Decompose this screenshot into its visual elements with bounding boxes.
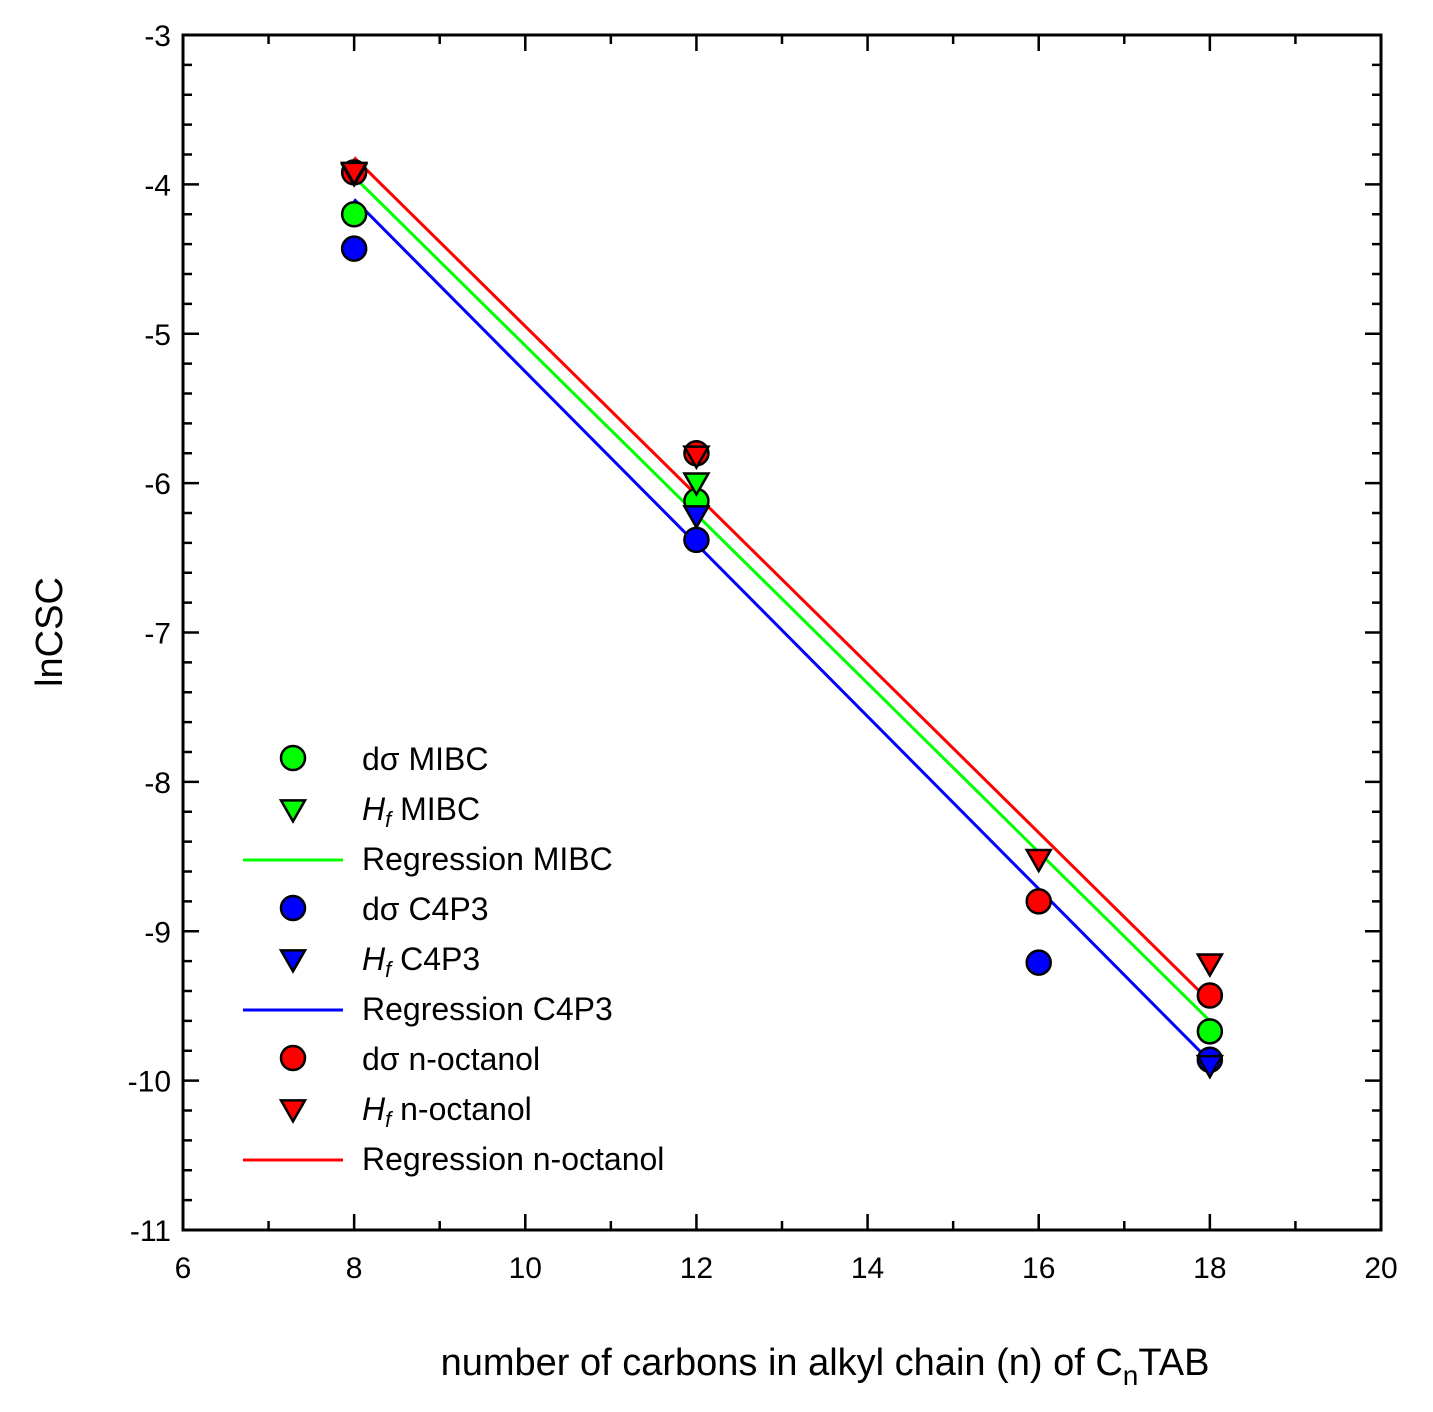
- data-markers: [339, 159, 1225, 1080]
- x-axis-title-suffix: TAB: [1138, 1342, 1209, 1384]
- y-tick-label: -10: [128, 1066, 171, 1099]
- y-tick-label: -3: [144, 20, 171, 53]
- data-point-circle: [683, 526, 710, 554]
- legend-label-italic: H: [362, 1091, 386, 1127]
- data-point-triangle: [1195, 1054, 1225, 1080]
- x-tick-label: 6: [175, 1252, 192, 1285]
- regression-line: [353, 175, 1211, 1022]
- data-point-circle: [1025, 888, 1052, 915]
- regression-line: [353, 198, 1211, 1063]
- legend-label: Hf n-octanol: [362, 1091, 532, 1132]
- legend-label-subscript: f: [385, 957, 394, 982]
- data-point-circle: [1025, 949, 1052, 976]
- regression-line: [353, 156, 1211, 1003]
- legend-marker-triangle: [278, 799, 308, 824]
- y-tick-label: -11: [130, 1215, 171, 1248]
- legend-marker-triangle: [278, 1099, 308, 1124]
- legend-marker-circle: [279, 744, 307, 772]
- legend-label: dσ n-octanol: [362, 1041, 540, 1077]
- data-point-circle: [340, 201, 368, 228]
- legend-label-subscript: f: [385, 1107, 394, 1132]
- x-axis-title-subscript: n: [1123, 1360, 1139, 1391]
- y-tick-label: -8: [144, 767, 171, 800]
- legend-label-rest: MIBC: [391, 791, 480, 827]
- legend-label-subscript: f: [385, 807, 394, 832]
- legend-label: Regression MIBC: [362, 841, 613, 877]
- data-point-circle: [1196, 982, 1224, 1009]
- data-point-circle: [340, 235, 368, 262]
- legend-label: Hf C4P3: [362, 941, 480, 982]
- data-point-triangle: [339, 161, 369, 187]
- y-axis-title: lnCSC: [29, 577, 71, 687]
- x-tick-label: 18: [1193, 1252, 1226, 1285]
- legend-label: Regression n-octanol: [362, 1141, 664, 1177]
- data-point-triangle: [1195, 953, 1225, 979]
- x-tick-label: 8: [346, 1252, 363, 1285]
- y-tick-label: -4: [144, 169, 171, 202]
- x-tick-label: 20: [1364, 1252, 1397, 1285]
- legend-label-rest: n-octanol: [391, 1091, 532, 1127]
- legend-label: dσ MIBC: [362, 741, 488, 777]
- legend-marker-circle: [279, 894, 307, 922]
- legend-label-italic: H: [362, 941, 386, 977]
- x-axis-title: number of carbons in alkyl chain (n) of …: [441, 1342, 1210, 1391]
- data-point-triangle: [682, 445, 711, 471]
- legend-label: Hf MIBC: [362, 791, 480, 832]
- data-point-triangle: [1024, 848, 1053, 874]
- regression-lines: [353, 156, 1211, 1063]
- legend-marker-circle: [279, 1044, 307, 1072]
- y-tick-label: -5: [144, 319, 171, 352]
- x-tick-label: 14: [851, 1252, 884, 1285]
- data-point-circle: [1196, 1018, 1224, 1045]
- data-point-triangle: [682, 472, 711, 498]
- legend-label: dσ C4P3: [362, 891, 488, 927]
- legend: dσ MIBC Hf MIBC Regression MIBC dσ C4P3 Hf C…: [243, 741, 664, 1177]
- x-tick-label: 10: [509, 1252, 542, 1285]
- legend-label: Regression C4P3: [362, 991, 613, 1027]
- legend-marker-triangle: [278, 949, 308, 974]
- x-axis-title-prefix: number of carbons in alkyl chain (n) of …: [441, 1342, 1123, 1384]
- y-tick-label: -9: [144, 916, 171, 949]
- ticks: 6 8 10 12 14 16 18 20 -3 -4 -5 -6 -7 -8 -9 -10 -11: [128, 20, 1398, 1285]
- legend-label-italic: H: [362, 791, 386, 827]
- y-tick-label: -6: [144, 468, 171, 501]
- x-tick-label: 12: [680, 1252, 713, 1285]
- x-tick-label: 16: [1022, 1252, 1055, 1285]
- legend-label-rest: C4P3: [391, 941, 480, 977]
- y-tick-label: -7: [144, 618, 171, 651]
- data-point-triangle: [682, 505, 711, 530]
